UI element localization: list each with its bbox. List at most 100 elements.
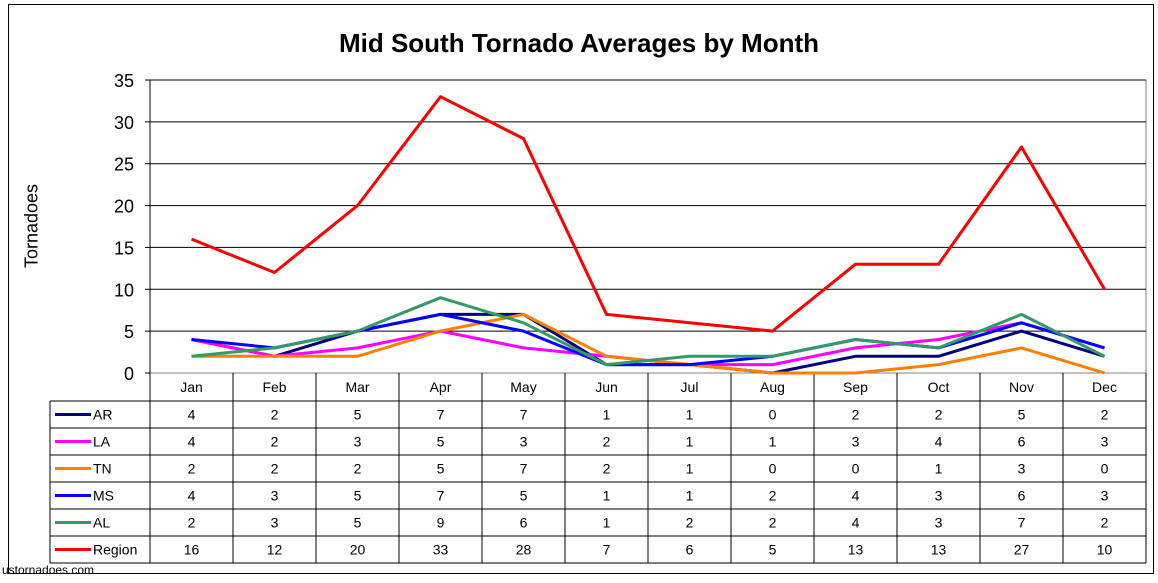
y-tick-label: 35: [114, 71, 134, 91]
chart-title: Mid South Tornado Averages by Month: [338, 28, 820, 58]
table-cell-value: 5: [354, 515, 362, 531]
y-tick-label: 25: [114, 155, 134, 175]
table-cell-value: 7: [1018, 515, 1026, 531]
table-cell-value: 12: [267, 542, 283, 558]
series-line-al: [191, 296, 1106, 367]
table-cell-value: 2: [935, 407, 943, 423]
table-cell-value: 3: [1101, 434, 1109, 450]
y-tick-label: 30: [114, 113, 134, 133]
table-cell-value: 4: [852, 488, 860, 504]
table-cell-value: 4: [188, 407, 196, 423]
x-tick-label: Aug: [760, 379, 785, 395]
y-tick-label: 10: [114, 280, 134, 300]
table-cell-value: 27: [1014, 542, 1030, 558]
table-cell-value: 3: [852, 434, 860, 450]
table-cell-value: 4: [188, 434, 196, 450]
legend-label: MS: [93, 488, 114, 504]
table-cell-value: 5: [1018, 407, 1026, 423]
table-cell-value: 2: [603, 434, 611, 450]
table-cell-value: 0: [769, 407, 777, 423]
legend-label: AL: [93, 515, 110, 531]
legend-label: LA: [93, 434, 111, 450]
table-cell-value: 3: [1101, 488, 1109, 504]
table-cell-value: 2: [271, 407, 279, 423]
table-cell-value: 13: [848, 542, 864, 558]
table-cell-value: 3: [1018, 461, 1026, 477]
table-cell-value: 3: [935, 515, 943, 531]
table-cell-value: 10: [1097, 542, 1113, 558]
x-tick-label: Sep: [843, 379, 868, 395]
table-cell-value: 6: [1018, 488, 1026, 504]
table-cell-value: 5: [520, 488, 528, 504]
table-cell-value: 2: [1101, 515, 1109, 531]
table-cell-value: 3: [520, 434, 528, 450]
table-cell-value: 1: [603, 407, 611, 423]
x-tick-label: Mar: [345, 379, 369, 395]
table-cell-value: 33: [433, 542, 449, 558]
table-cell-value: 2: [1101, 407, 1109, 423]
table-cell-value: 4: [188, 488, 196, 504]
x-tick-label: Feb: [262, 379, 286, 395]
table-cell-value: 16: [184, 542, 200, 558]
table-cell-value: 1: [686, 407, 694, 423]
y-tick-label: 5: [124, 322, 134, 342]
x-tick-label: Jul: [681, 379, 699, 395]
table-cell-value: 7: [603, 542, 611, 558]
table-cell-value: 3: [354, 434, 362, 450]
table-cell-value: 1: [769, 434, 777, 450]
table-cell-value: 7: [437, 407, 445, 423]
y-tick-label: 20: [114, 197, 134, 217]
table-cell-value: 9: [437, 515, 445, 531]
table-cell-value: 1: [935, 461, 943, 477]
table-cell-value: 5: [354, 488, 362, 504]
table-cell-value: 5: [354, 407, 362, 423]
table-cell-value: 4: [935, 434, 943, 450]
table-cell-value: 2: [852, 407, 860, 423]
table-cell-value: 2: [769, 488, 777, 504]
x-tick-label: Jun: [595, 379, 618, 395]
table-cell-value: 28: [516, 542, 532, 558]
table-cell-value: 2: [354, 461, 362, 477]
source-credit: ustornadoes.com: [2, 563, 95, 577]
table-cell-value: 7: [520, 461, 528, 477]
table-cell-value: 0: [769, 461, 777, 477]
table-cell-value: 2: [188, 461, 196, 477]
table-cell-value: 2: [686, 515, 694, 531]
table-cell-value: 0: [1101, 461, 1109, 477]
x-tick-label: Nov: [1009, 379, 1034, 395]
y-tick-label: 0: [124, 364, 134, 384]
table-cell-value: 3: [271, 488, 279, 504]
table-cell-value: 2: [271, 434, 279, 450]
x-tick-label: Oct: [928, 379, 950, 395]
table-cell-value: 3: [935, 488, 943, 504]
table-cell-value: 3: [271, 515, 279, 531]
table-cell-value: 2: [769, 515, 777, 531]
y-tick-label: 15: [114, 238, 134, 258]
table-cell-value: 5: [437, 461, 445, 477]
table-cell-value: 6: [686, 542, 694, 558]
table-cell-value: 1: [686, 488, 694, 504]
table-cell-value: 6: [520, 515, 528, 531]
table-cell-value: 1: [603, 488, 611, 504]
table-cell-value: 2: [271, 461, 279, 477]
legend-label: Region: [93, 542, 137, 558]
table-cell-value: 0: [852, 461, 860, 477]
table-cell-value: 1: [686, 461, 694, 477]
table-cell-value: 6: [1018, 434, 1026, 450]
table-cell-value: 1: [603, 515, 611, 531]
table-cell-value: 5: [769, 542, 777, 558]
legend-label: AR: [93, 407, 112, 423]
table-cell-value: 1: [686, 434, 694, 450]
x-tick-label: Dec: [1092, 379, 1117, 395]
table-cell-value: 5: [437, 434, 445, 450]
x-tick-label: May: [510, 379, 536, 395]
x-tick-label: Apr: [430, 379, 452, 395]
x-tick-label: Jan: [180, 379, 203, 395]
series-line-region: [190, 95, 1106, 333]
legend-label: TN: [93, 461, 112, 477]
table-cell-value: 2: [188, 515, 196, 531]
table-cell-value: 7: [520, 407, 528, 423]
table-cell-value: 2: [603, 461, 611, 477]
table-cell-value: 20: [350, 542, 366, 558]
